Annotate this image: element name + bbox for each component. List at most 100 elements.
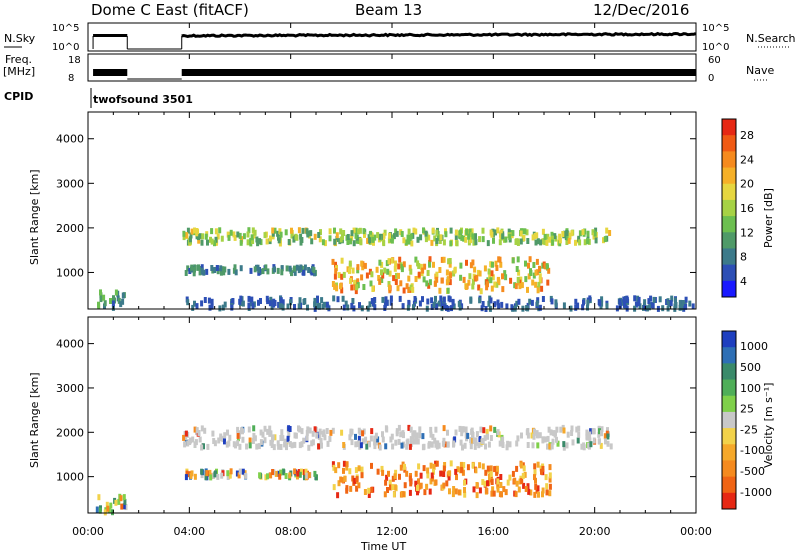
scatter-cell — [229, 229, 233, 236]
scatter-cell — [407, 275, 411, 282]
scatter-cell — [373, 439, 377, 446]
scatter-cell — [386, 487, 389, 493]
scatter-cell — [226, 470, 230, 477]
scatter-cell — [367, 492, 371, 498]
colorbar-tick-label: 4 — [740, 275, 747, 288]
scatter-cell — [406, 304, 410, 311]
scatter-cell — [522, 482, 526, 489]
scatter-cell — [198, 436, 202, 443]
colorbar-swatch — [722, 264, 736, 282]
scatter-cell — [460, 466, 464, 473]
scatter-cell — [448, 296, 452, 303]
scatter-cell — [547, 426, 551, 433]
scatter-cell — [284, 473, 288, 479]
colorbar-tick-label: 28 — [740, 129, 754, 142]
scatter-cell — [523, 471, 527, 478]
scatter-cell — [190, 264, 194, 271]
scatter-cell — [185, 470, 189, 477]
scatter-cell — [238, 468, 242, 475]
scatter-cell — [577, 431, 581, 438]
scatter-cell — [486, 281, 489, 288]
scatter-cell — [588, 431, 592, 438]
y-tick-label: 2000 — [56, 222, 84, 235]
scatter-cell — [339, 228, 343, 235]
scatter-cell — [429, 462, 433, 469]
scatter-cell — [558, 237, 562, 244]
scatter-cell — [261, 268, 265, 275]
scatter-cell — [530, 299, 534, 306]
scatter-cell — [381, 469, 385, 476]
scatter-cell — [555, 436, 558, 443]
scatter-cell — [218, 305, 222, 312]
scatter-cell — [542, 238, 546, 245]
scatter-cell — [532, 262, 536, 268]
scatter-cell — [99, 296, 103, 303]
scatter-cell — [538, 277, 542, 283]
x-tick-label: 00:00 — [680, 525, 712, 538]
scatter-cell — [296, 470, 300, 477]
scatter-cell — [340, 273, 344, 280]
scatter-cell — [448, 470, 452, 477]
scatter-cell — [210, 228, 214, 235]
scatter-cell — [276, 267, 280, 274]
scatter-cell — [343, 475, 347, 482]
scatter-cell — [471, 283, 475, 290]
scatter-cell — [445, 480, 449, 487]
scatter-cell — [500, 301, 504, 308]
scatter-cell — [405, 443, 409, 450]
scatter-cell — [370, 428, 374, 435]
scatter-cell — [515, 465, 519, 472]
scatter-cell — [366, 237, 370, 244]
scatter-cell — [409, 284, 413, 291]
scatter-cell — [99, 289, 102, 296]
scatter-cell — [452, 440, 456, 447]
scatter-cell — [488, 474, 491, 480]
scatter-cell — [444, 231, 448, 238]
scatter-cell — [388, 237, 392, 243]
scatter-cell — [365, 272, 369, 279]
scatter-cell — [303, 264, 307, 271]
scatter-cell — [214, 470, 217, 477]
scatter-cell — [422, 443, 426, 450]
scatter-cell — [430, 297, 434, 304]
scatter-cell — [109, 298, 112, 304]
scatter-cell — [283, 438, 287, 445]
scatter-cell — [600, 300, 604, 307]
scatter-cell — [489, 297, 493, 304]
scatter-cell — [497, 256, 501, 263]
scatter-cell — [446, 441, 450, 448]
scatter-cell — [586, 299, 590, 306]
scatter-cell — [425, 280, 429, 287]
scatter-cell — [496, 277, 500, 284]
scatter-cell — [524, 260, 527, 267]
scatter-cell — [453, 267, 457, 274]
scatter-cell — [646, 305, 649, 312]
scatter-cell — [508, 441, 512, 448]
scatter-cell — [598, 300, 602, 307]
scatter-cell — [527, 273, 531, 280]
scatter-cell — [363, 489, 367, 495]
scatter-cell — [583, 239, 587, 246]
scatter-cell — [430, 472, 434, 479]
scatter-cell — [202, 443, 205, 450]
scatter-cell — [528, 298, 532, 305]
scatter-cell — [107, 507, 111, 514]
scatter-cell — [540, 468, 543, 475]
scatter-cell — [295, 264, 299, 271]
scatter-cell — [458, 425, 462, 432]
colorbar-swatch — [722, 411, 736, 429]
scatter-cell — [457, 489, 461, 496]
scatter-cell — [505, 444, 509, 451]
colorbar-swatch — [722, 363, 736, 381]
scatter-cell — [352, 305, 356, 312]
scatter-cell — [213, 267, 217, 273]
scatter-cell — [449, 240, 453, 247]
scatter-cell — [320, 442, 323, 449]
scatter-cell — [290, 227, 293, 234]
scatter-cell — [280, 429, 284, 436]
scatter-cell — [391, 475, 395, 482]
scatter-cell — [469, 237, 473, 244]
scatter-cell — [436, 440, 440, 447]
scatter-cell — [331, 461, 335, 468]
scatter-cell — [397, 424, 401, 431]
